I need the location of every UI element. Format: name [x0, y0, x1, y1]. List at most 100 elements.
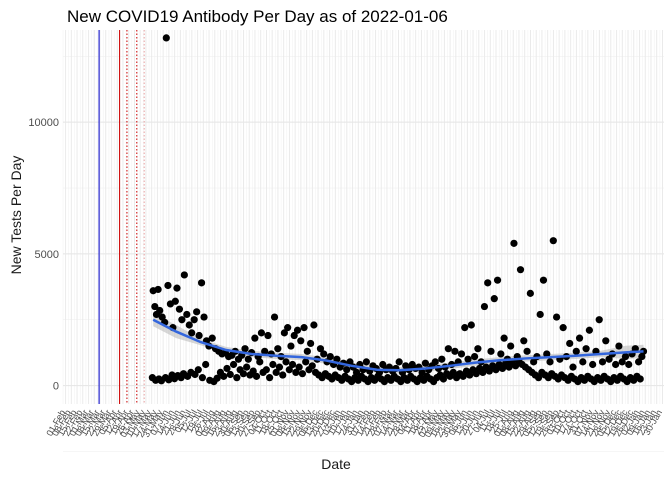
data-point: [229, 360, 238, 369]
data-point: [546, 358, 554, 366]
data-point: [293, 326, 302, 334]
data-point: [244, 355, 252, 363]
data-point: [275, 363, 284, 371]
data-point: [292, 368, 300, 376]
data-point: [154, 285, 162, 294]
data-point: [208, 334, 216, 342]
data-point: [262, 366, 270, 374]
chart-title: New COVID19 Antibody Per Day as of 2022-…: [67, 7, 448, 26]
data-point: [549, 237, 557, 245]
data-point: [288, 360, 297, 369]
data-point: [233, 374, 241, 382]
data-point: [552, 313, 561, 321]
data-point: [256, 358, 264, 366]
data-point: [178, 316, 186, 324]
data-point: [195, 331, 203, 340]
data-point: [492, 366, 500, 374]
data-point: [612, 360, 620, 369]
data-point: [539, 276, 548, 284]
data-point: [439, 375, 448, 383]
data-point: [507, 342, 515, 350]
data-point: [379, 360, 387, 369]
data-point: [605, 355, 613, 363]
data-point: [438, 355, 446, 363]
data-point: [621, 352, 630, 361]
data-point: [431, 358, 439, 366]
data-point: [243, 363, 251, 371]
data-point: [320, 350, 328, 358]
data-point: [615, 342, 623, 350]
data-point: [464, 355, 472, 363]
y-tick-label: 10000: [28, 117, 59, 129]
data-point: [485, 367, 493, 375]
data-point: [589, 360, 597, 369]
data-point: [451, 347, 459, 355]
data-point: [498, 364, 507, 373]
data-point: [183, 310, 191, 319]
data-point: [602, 337, 610, 345]
data-point: [252, 372, 261, 380]
data-point: [526, 289, 534, 297]
data-point: [307, 339, 315, 348]
data-point: [487, 347, 495, 355]
data-point: [264, 331, 272, 340]
data-point: [484, 279, 492, 287]
data-point: [575, 334, 584, 342]
data-point: [511, 362, 520, 370]
grid: [62, 30, 664, 452]
data-point: [479, 368, 487, 376]
data-point: [579, 358, 587, 366]
data-point: [198, 374, 206, 382]
data-point: [220, 372, 228, 380]
data-point: [175, 305, 184, 313]
reference-lines: [98, 30, 145, 404]
data-point: [497, 350, 505, 358]
data-point: [536, 310, 544, 319]
trend-line: [152, 318, 644, 372]
y-tick-label: 0: [53, 381, 59, 393]
y-axis-label: New Tests Per Day: [8, 155, 24, 275]
data-point: [480, 302, 489, 311]
data-point: [202, 360, 210, 369]
data-point: [523, 347, 531, 355]
data-point: [636, 375, 644, 383]
data-point: [516, 266, 525, 274]
data-point: [173, 284, 181, 292]
data-point: [200, 313, 208, 321]
data-point: [582, 345, 590, 353]
data-point: [274, 345, 282, 353]
data-point: [467, 321, 475, 329]
data-point: [493, 276, 502, 284]
data-point: [257, 329, 266, 337]
data-point: [193, 308, 201, 316]
data-point: [572, 347, 580, 355]
data-point: [461, 324, 469, 332]
data-point: [185, 321, 193, 329]
data-point: [595, 316, 603, 324]
data-point: [530, 358, 538, 366]
data-point: [298, 370, 307, 378]
data-point: [326, 352, 334, 361]
data-point: [251, 334, 259, 342]
data-point: [171, 297, 179, 305]
data-point: [505, 363, 513, 371]
data-point: [239, 370, 247, 378]
data-point: [285, 366, 293, 374]
data-point: [249, 367, 257, 375]
data-point: [295, 363, 303, 371]
data-point: [302, 358, 310, 366]
data-point: [197, 279, 206, 287]
data-point: [472, 370, 480, 378]
y-tick-label: 5000: [35, 249, 59, 261]
x-axis-label: Date: [321, 456, 351, 472]
data-point: [559, 324, 567, 332]
data-point: [226, 370, 234, 379]
data-point: [280, 329, 288, 337]
data-point: [282, 358, 290, 366]
data-point: [223, 364, 231, 373]
data-point: [287, 342, 295, 350]
data-point: [241, 345, 249, 353]
data-point: [625, 360, 633, 369]
data-point: [490, 295, 498, 303]
data-point: [343, 366, 351, 374]
